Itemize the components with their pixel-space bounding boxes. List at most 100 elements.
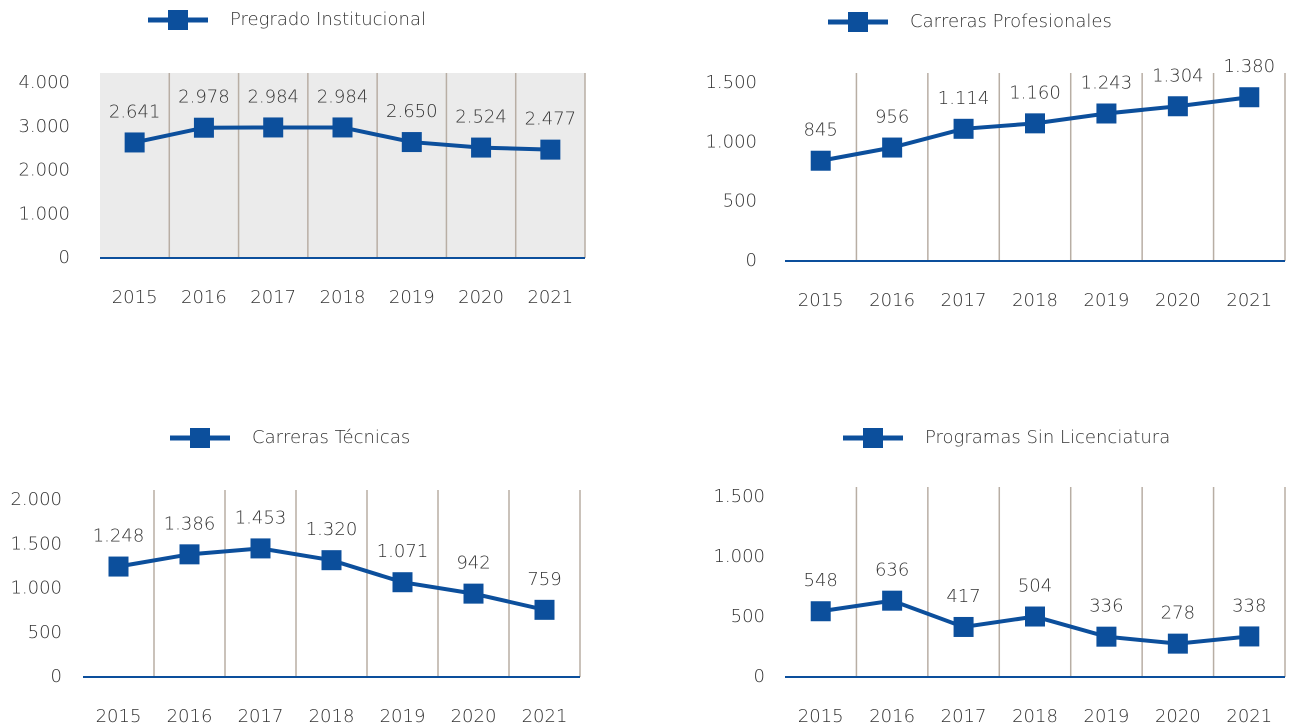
y-tick-label: 1.000 [18,203,70,224]
data-point [1096,103,1117,124]
y-tick-label: 1.000 [713,546,765,567]
data-point [193,117,214,138]
y-tick-label: 1.500 [713,486,765,507]
y-tick-label: 1.000 [705,131,757,152]
y-tick-label: 1.500 [10,533,62,554]
x-tick-label: 2021 [1226,706,1272,727]
x-tick-label: 2018 [320,287,366,308]
x-tick-label: 2021 [522,706,568,727]
data-point [1239,87,1260,108]
data-label: 1.386 [164,513,216,534]
x-tick-label: 2017 [941,290,987,311]
data-label: 338 [1232,595,1266,616]
data-point [179,544,200,565]
data-label: 1.160 [1009,82,1061,103]
x-tick-label: 2015 [798,706,844,727]
x-tick-label: 2019 [1084,706,1130,727]
x-tick-label: 2020 [451,706,497,727]
y-tick-label: 500 [731,606,765,627]
x-tick-label: 2018 [309,706,355,727]
plot-background [100,73,585,258]
x-tick-label: 2016 [181,287,227,308]
y-tick-label: 500 [723,191,757,212]
data-label: 1.248 [93,526,145,547]
data-point [1167,633,1188,654]
data-label: 2.477 [525,109,577,130]
data-point [392,572,413,593]
data-label: 504 [1018,576,1052,597]
data-point [401,132,422,153]
data-label: 1.114 [938,88,990,109]
y-tick-label: 0 [51,666,62,687]
data-label: 278 [1161,603,1195,624]
data-point [953,616,974,637]
x-tick-label: 2017 [238,706,284,727]
y-tick-label: 2.000 [10,489,62,510]
data-point [882,137,903,158]
data-label: 336 [1089,596,1123,617]
y-tick-label: 0 [746,250,757,271]
data-label: 2.641 [109,101,161,122]
data-label: 759 [527,569,561,590]
data-point [540,139,561,160]
y-tick-label: 0 [754,666,765,687]
data-point [1167,96,1188,117]
legend-marker [190,428,210,448]
data-label: 845 [804,120,838,141]
x-tick-label: 2018 [1012,290,1058,311]
data-label: 417 [946,586,980,607]
x-tick-label: 2020 [1155,290,1201,311]
data-point [124,132,145,153]
data-label: 1.071 [377,541,429,562]
x-tick-label: 2016 [167,706,213,727]
data-label: 956 [875,107,909,128]
y-tick-label: 0 [59,247,70,268]
data-point [882,590,903,611]
y-tick-label: 2.000 [18,160,70,181]
data-point [1096,626,1117,647]
y-tick-label: 1.500 [705,72,757,93]
x-tick-label: 2016 [869,706,915,727]
data-point [332,117,353,138]
x-tick-label: 2015 [96,706,142,727]
x-tick-label: 2017 [941,706,987,727]
x-tick-label: 2015 [798,290,844,311]
data-point [471,137,492,158]
data-point [250,538,271,559]
data-point [810,601,831,622]
x-tick-label: 2018 [1012,706,1058,727]
x-tick-label: 2019 [1084,290,1130,311]
legend-marker [848,12,868,32]
data-label: 2.978 [178,87,230,108]
x-tick-label: 2019 [380,706,426,727]
x-tick-label: 2021 [1226,290,1272,311]
data-label: 1.380 [1224,56,1276,77]
data-point [263,117,284,138]
data-label: 942 [456,553,490,574]
y-tick-label: 1.000 [10,578,62,599]
data-point [534,599,555,620]
data-point [321,550,342,571]
data-point [1025,606,1045,627]
data-point [1025,113,1045,134]
x-tick-label: 2020 [458,287,504,308]
y-tick-label: 500 [28,622,62,643]
data-label: 636 [875,560,909,581]
data-label: 1.243 [1081,72,1133,93]
x-tick-label: 2017 [250,287,296,308]
y-tick-label: 4.000 [18,72,70,93]
legend-label: Carreras Técnicas [252,427,410,448]
data-point [953,118,974,139]
data-point [108,556,129,577]
data-label: 2.984 [247,86,299,107]
legend-label: Pregrado Institucional [230,9,426,30]
data-label: 548 [804,570,838,591]
legend-label: Programas Sin Licenciatura [925,427,1170,448]
legend-marker [863,428,883,448]
x-tick-label: 2020 [1155,706,1201,727]
data-label: 1.304 [1152,65,1204,86]
legend-label: Carreras Profesionales [910,11,1112,32]
x-tick-label: 2015 [112,287,158,308]
